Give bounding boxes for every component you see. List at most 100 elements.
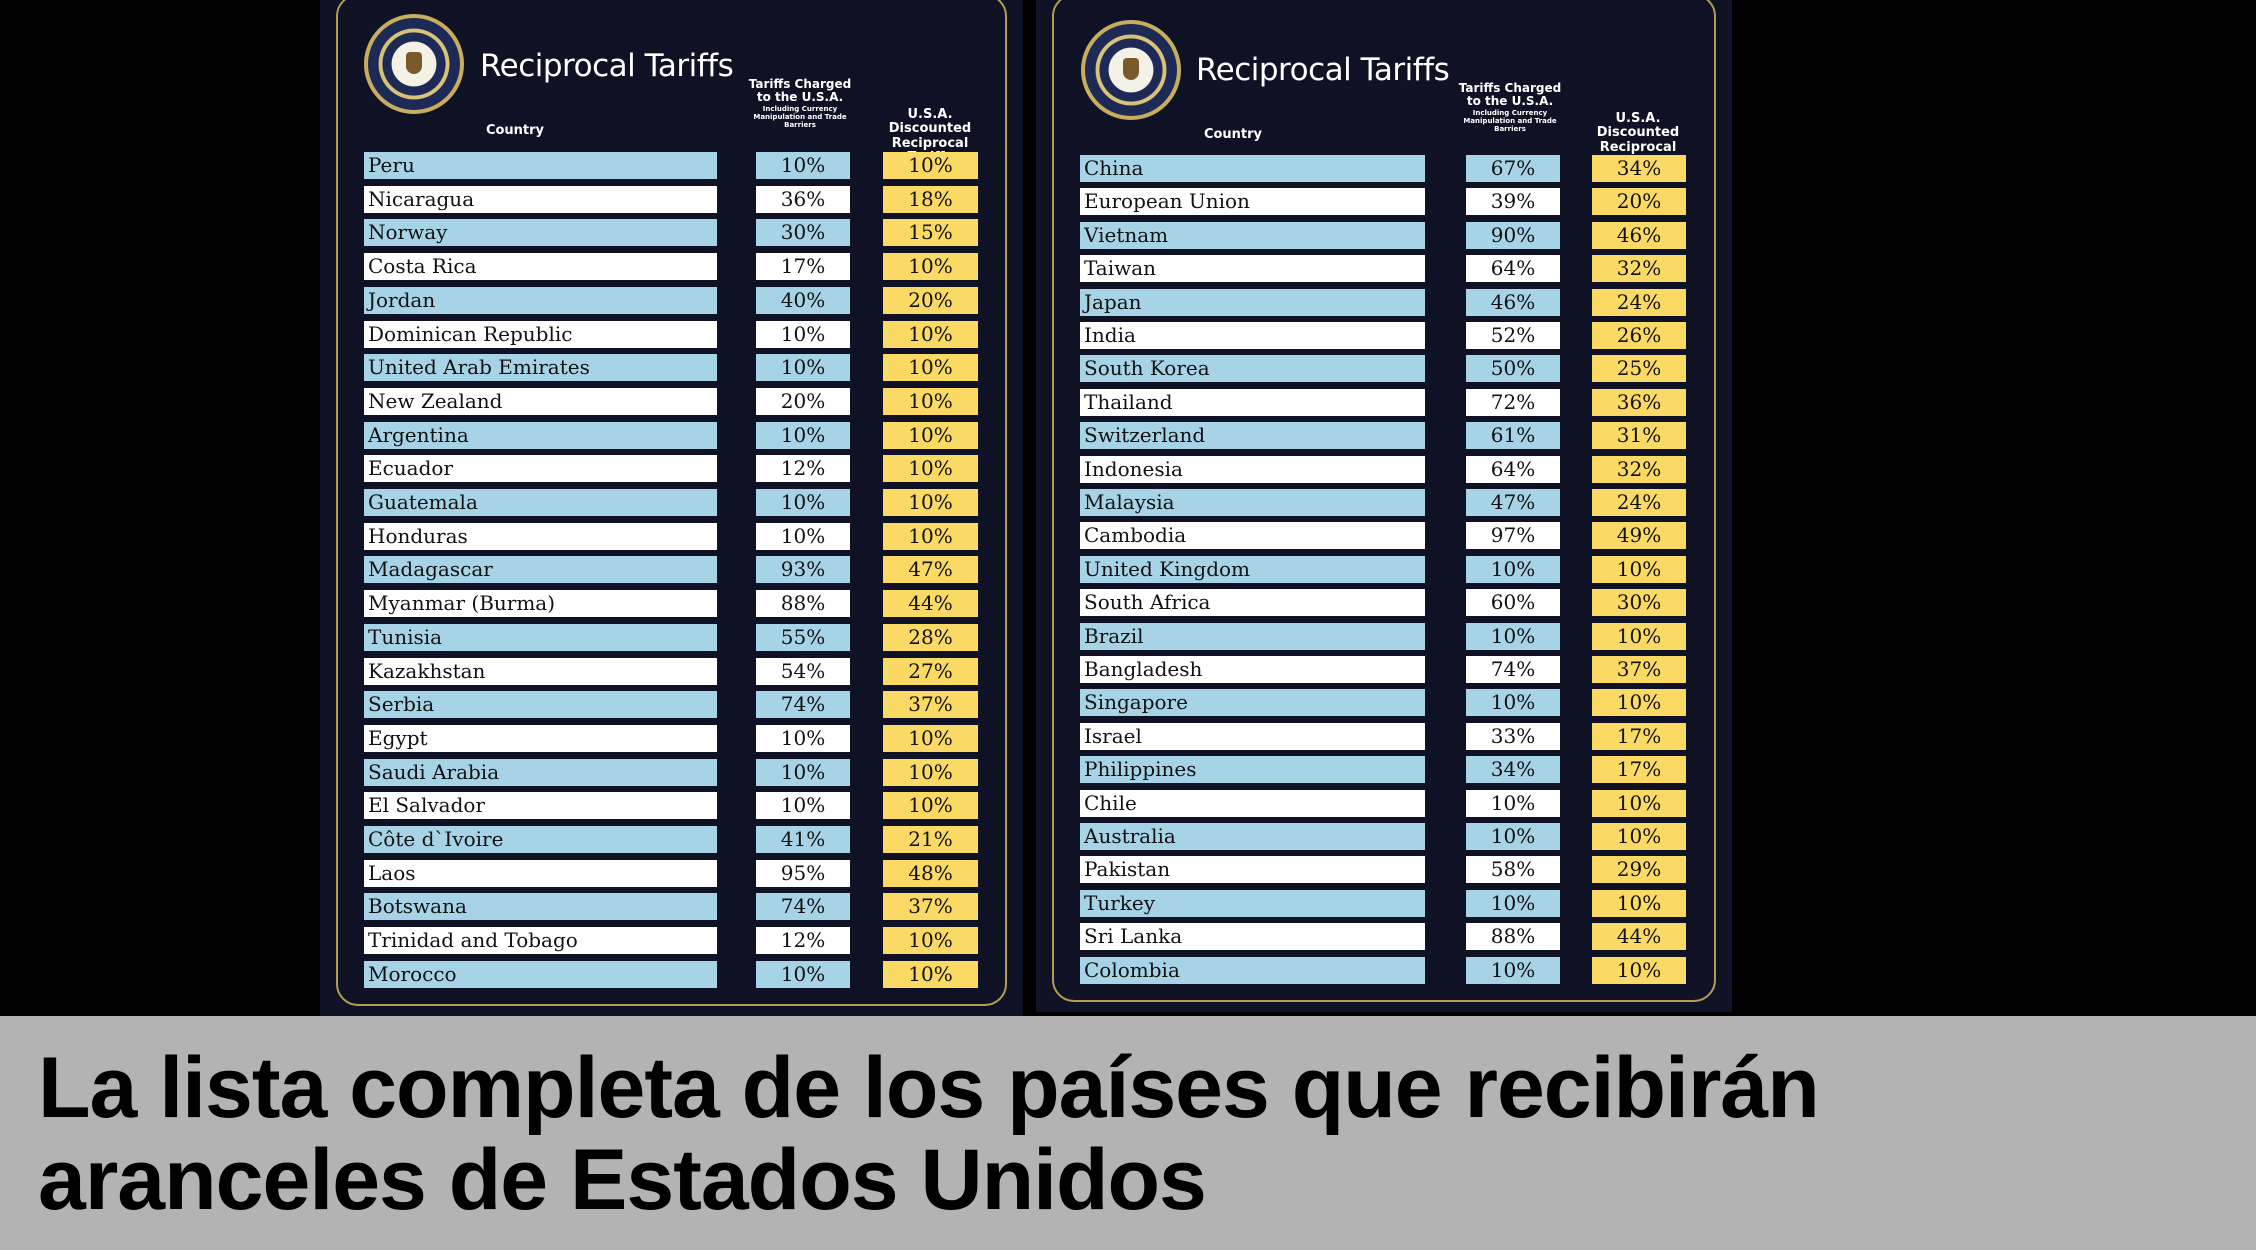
cell-discounted: 17% bbox=[1592, 756, 1686, 783]
cell-charged: 74% bbox=[1466, 656, 1560, 683]
cell-country: Honduras bbox=[364, 523, 717, 550]
cell-discounted: 10% bbox=[883, 759, 978, 786]
cell-discounted: 15% bbox=[883, 219, 978, 246]
caption-bar: La lista completa de los países que reci… bbox=[0, 1016, 2256, 1250]
cell-charged: 40% bbox=[756, 287, 850, 314]
table-title: Reciprocal Tariffs bbox=[1196, 52, 1450, 88]
cell-discounted: 10% bbox=[1592, 890, 1686, 917]
cell-country: Egypt bbox=[364, 725, 717, 752]
cell-country: India bbox=[1080, 322, 1425, 349]
cell-discounted: 10% bbox=[883, 523, 978, 550]
cell-discounted: 10% bbox=[883, 253, 978, 280]
cell-country: Pakistan bbox=[1080, 856, 1425, 883]
cell-country: South Korea bbox=[1080, 355, 1425, 382]
cell-charged: 36% bbox=[756, 186, 850, 213]
cell-charged: 10% bbox=[1466, 689, 1560, 716]
cell-country: Ecuador bbox=[364, 455, 717, 482]
cell-country: Argentina bbox=[364, 422, 717, 449]
cell-charged: 34% bbox=[1466, 756, 1560, 783]
cell-discounted: 31% bbox=[1592, 422, 1686, 449]
cell-country: United Kingdom bbox=[1080, 556, 1425, 583]
cell-country: Tunisia bbox=[364, 624, 717, 651]
cell-discounted: 29% bbox=[1592, 856, 1686, 883]
cell-country: Australia bbox=[1080, 823, 1425, 850]
cell-discounted: 26% bbox=[1592, 322, 1686, 349]
cell-country: China bbox=[1080, 155, 1425, 182]
cell-country: South Africa bbox=[1080, 589, 1425, 616]
cell-discounted: 32% bbox=[1592, 456, 1686, 483]
header-tariffs-charged: Tariffs Charged to the U.S.A. Including … bbox=[1454, 81, 1566, 134]
cell-country: Botswana bbox=[364, 893, 717, 920]
cell-discounted: 10% bbox=[1592, 823, 1686, 850]
cell-country: Trinidad and Tobago bbox=[364, 927, 717, 954]
cell-charged: 10% bbox=[756, 489, 850, 516]
cell-charged: 88% bbox=[756, 590, 850, 617]
cell-discounted: 10% bbox=[883, 388, 978, 415]
cell-discounted: 10% bbox=[883, 792, 978, 819]
cell-discounted: 24% bbox=[1592, 289, 1686, 316]
cell-charged: 41% bbox=[756, 826, 850, 853]
cell-charged: 54% bbox=[756, 658, 850, 685]
cell-discounted: 10% bbox=[1592, 689, 1686, 716]
header-tariffs-charged: Tariffs Charged to the U.S.A. Including … bbox=[744, 77, 856, 130]
cell-charged: 58% bbox=[1466, 856, 1560, 883]
cell-charged: 60% bbox=[1466, 589, 1560, 616]
cell-charged: 10% bbox=[1466, 957, 1560, 984]
cell-charged: 95% bbox=[756, 860, 850, 887]
cell-charged: 10% bbox=[756, 354, 850, 381]
cell-charged: 46% bbox=[1466, 289, 1560, 316]
cell-country: Jordan bbox=[364, 287, 717, 314]
cell-discounted: 30% bbox=[1592, 589, 1686, 616]
cell-country: United Arab Emirates bbox=[364, 354, 717, 381]
cell-country: Vietnam bbox=[1080, 222, 1425, 249]
cell-discounted: 10% bbox=[883, 152, 978, 179]
header-tariffs-charged-main: Tariffs Charged to the U.S.A. bbox=[748, 77, 852, 105]
cell-charged: 90% bbox=[1466, 222, 1560, 249]
cell-discounted: 10% bbox=[1592, 556, 1686, 583]
cell-discounted: 37% bbox=[883, 691, 978, 718]
cell-charged: 10% bbox=[756, 321, 850, 348]
cell-discounted: 37% bbox=[1592, 656, 1686, 683]
cell-charged: 52% bbox=[1466, 322, 1560, 349]
cell-discounted: 18% bbox=[883, 186, 978, 213]
cell-country: Bangladesh bbox=[1080, 656, 1425, 683]
header-country: Country bbox=[1203, 127, 1263, 142]
cell-charged: 10% bbox=[756, 422, 850, 449]
cell-charged: 10% bbox=[756, 152, 850, 179]
cell-discounted: 20% bbox=[883, 287, 978, 314]
cell-country: Brazil bbox=[1080, 623, 1425, 650]
cell-country: Madagascar bbox=[364, 556, 717, 583]
cell-charged: 64% bbox=[1466, 255, 1560, 282]
cell-charged: 10% bbox=[1466, 890, 1560, 917]
cell-country: Indonesia bbox=[1080, 456, 1425, 483]
cell-charged: 12% bbox=[756, 927, 850, 954]
cell-charged: 12% bbox=[756, 455, 850, 482]
cell-discounted: 24% bbox=[1592, 489, 1686, 516]
cell-country: Philippines bbox=[1080, 756, 1425, 783]
cell-discounted: 28% bbox=[883, 624, 978, 651]
cell-charged: 10% bbox=[756, 725, 850, 752]
presidential-seal-icon bbox=[1081, 20, 1181, 120]
cell-discounted: 10% bbox=[883, 489, 978, 516]
cell-country: Turkey bbox=[1080, 890, 1425, 917]
cell-charged: 93% bbox=[756, 556, 850, 583]
cell-country: Côte d`Ivoire bbox=[364, 826, 717, 853]
cell-charged: 10% bbox=[1466, 790, 1560, 817]
cell-charged: 17% bbox=[756, 253, 850, 280]
cell-country: Saudi Arabia bbox=[364, 759, 717, 786]
cell-discounted: 10% bbox=[1592, 790, 1686, 817]
cell-country: Thailand bbox=[1080, 389, 1425, 416]
header-tariffs-charged-main: Tariffs Charged to the U.S.A. bbox=[1458, 81, 1562, 109]
header-tariffs-charged-sub: Including Currency Manipulation and Trad… bbox=[1463, 109, 1557, 134]
cell-country: Japan bbox=[1080, 289, 1425, 316]
cell-discounted: 32% bbox=[1592, 255, 1686, 282]
cell-country: Peru bbox=[364, 152, 717, 179]
cell-country: Costa Rica bbox=[364, 253, 717, 280]
cell-charged: 97% bbox=[1466, 522, 1560, 549]
cell-discounted: 48% bbox=[883, 860, 978, 887]
cell-discounted: 34% bbox=[1592, 155, 1686, 182]
cell-charged: 72% bbox=[1466, 389, 1560, 416]
cell-discounted: 47% bbox=[883, 556, 978, 583]
cell-charged: 10% bbox=[1466, 556, 1560, 583]
header-country: Country bbox=[485, 123, 545, 138]
